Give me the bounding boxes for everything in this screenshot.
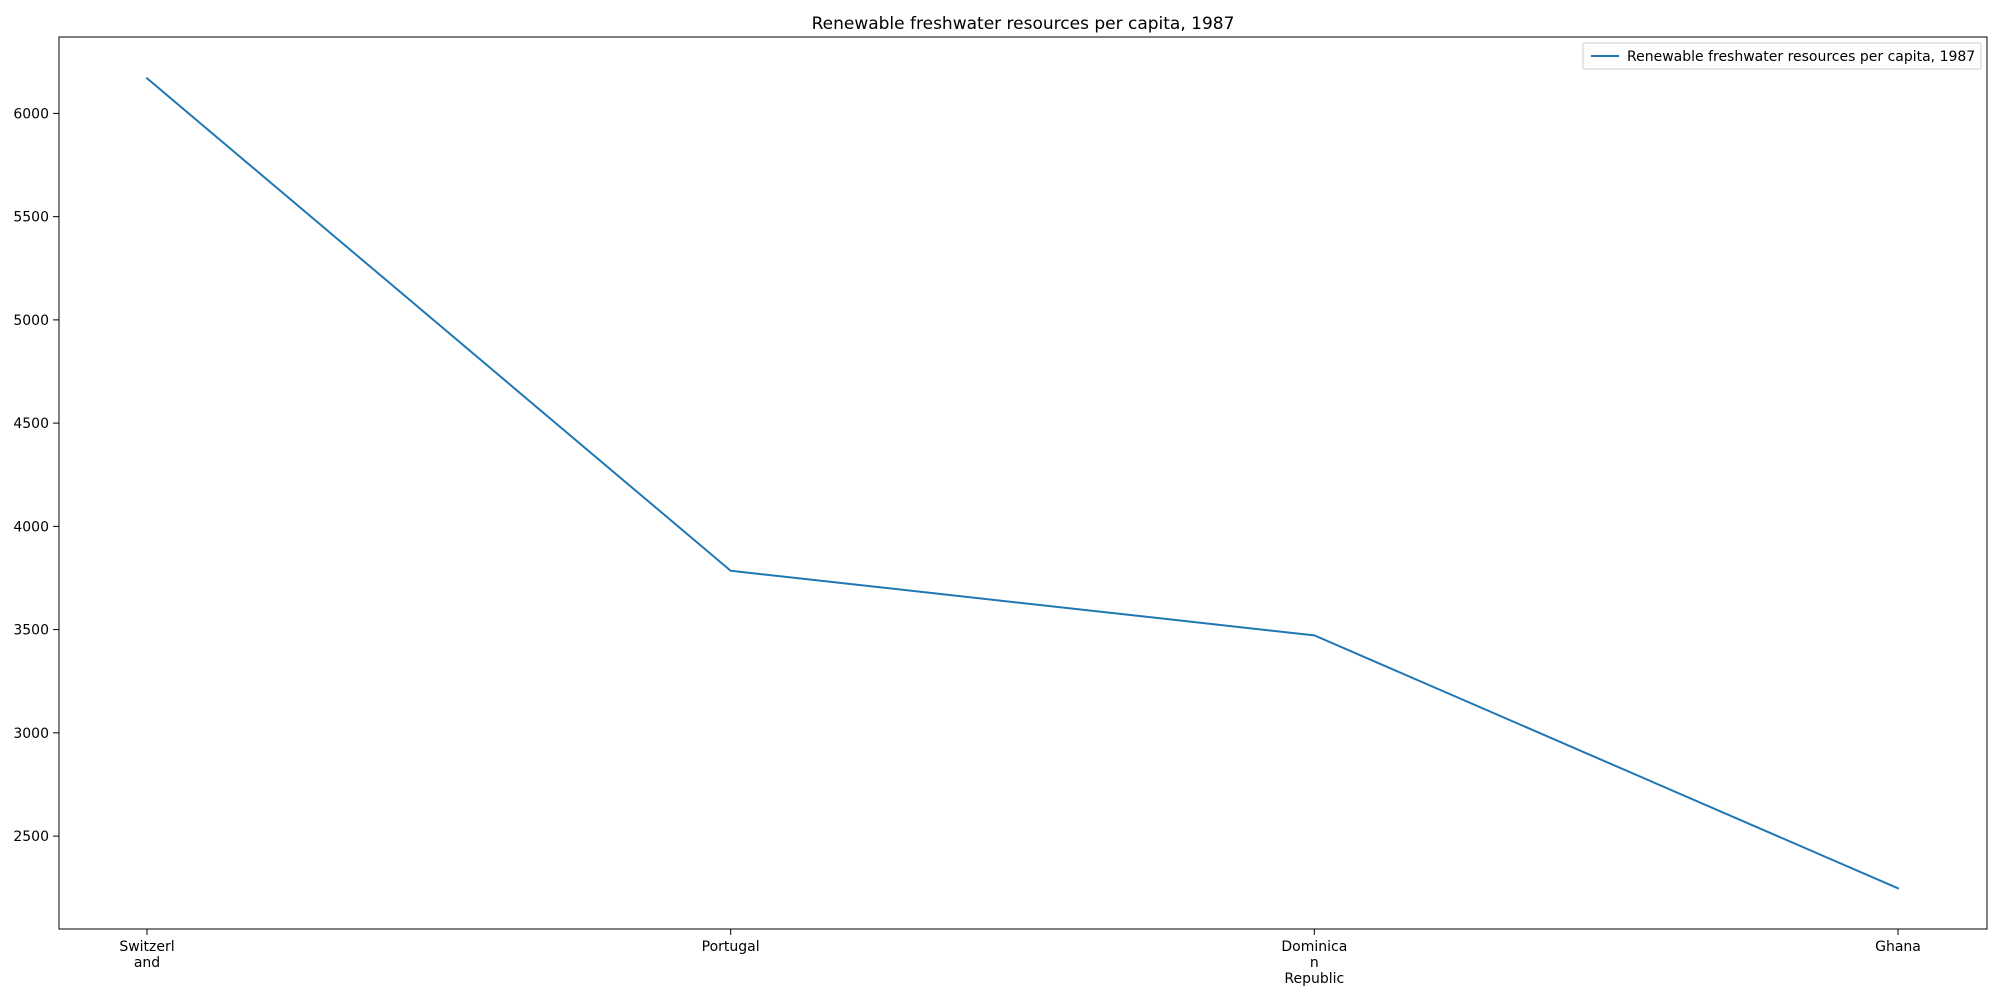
x-tick-label-line: Ghana [1875, 939, 1921, 955]
plot-area: 2500 3000 3500 4000 4500 5000 5500 6000 Switzerl… [13, 36, 1988, 987]
x-tick-label-line: and [134, 955, 160, 971]
x-tick-label: Portugal [702, 939, 760, 955]
x-tick-label: Ghana [1875, 939, 1921, 955]
y-tick-label: 3500 [13, 623, 49, 639]
series-line [145, 76, 1900, 890]
x-tick-label-line: n [1310, 955, 1319, 971]
x-tick-label-line: Dominica [1281, 939, 1347, 955]
axes-frame [58, 36, 1988, 930]
y-tick-label: 2500 [13, 829, 49, 845]
x-tick-label: Switzerl and [119, 939, 174, 971]
y-tick-label: 4000 [13, 519, 49, 535]
legend: Renewable freshwater resources per capit… [1582, 42, 1982, 70]
y-tick-label: 5000 [13, 313, 49, 329]
x-tick-label-line: Portugal [702, 939, 760, 955]
x-tick-label-line: Republic [1284, 971, 1344, 987]
y-tick-label: 6000 [13, 106, 49, 122]
x-tick-label: Dominica n Republic [1281, 939, 1347, 987]
x-tick-label-line: Switzerl [119, 939, 174, 955]
y-tick-label: 3000 [13, 726, 49, 742]
y-tick-label: 5500 [13, 210, 49, 226]
y-tick-label: 4500 [13, 416, 49, 432]
legend-frame [1582, 42, 1982, 70]
chart-title: Renewable freshwater resources per capit… [812, 14, 1235, 34]
legend-label: Renewable freshwater resources per capit… [1627, 49, 1975, 65]
